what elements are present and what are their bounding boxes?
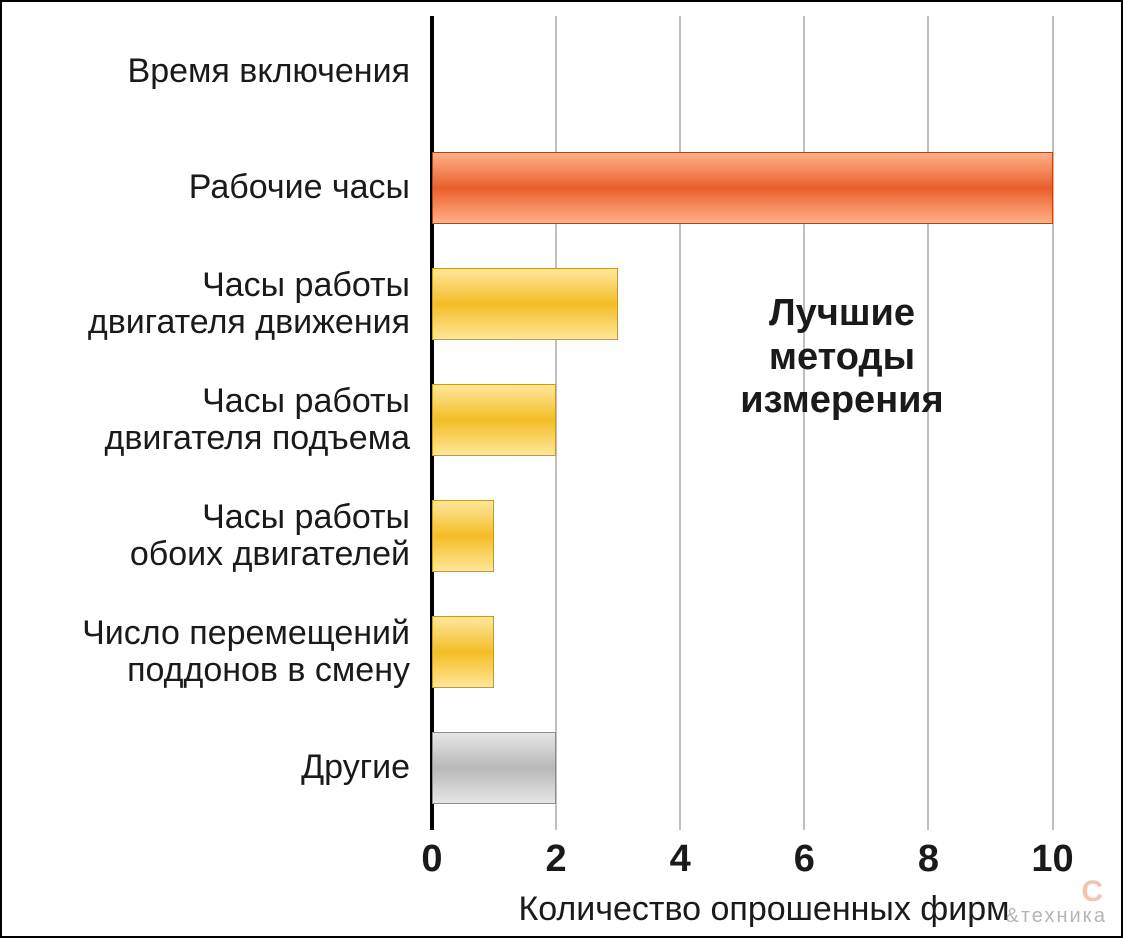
bar-chart: Время включения Рабочие часы Часы работыдв… — [2, 2, 1121, 936]
bar — [432, 616, 494, 688]
bar — [432, 152, 1053, 224]
x-tick-label: 2 — [526, 838, 586, 881]
x-tick-label: 8 — [898, 838, 958, 881]
y-category-label: Другие — [2, 749, 410, 786]
x-axis-title: Количество опрошенных фирм — [432, 890, 1096, 929]
y-category-label: Время включения — [2, 53, 410, 90]
x-tick-label: 4 — [650, 838, 710, 881]
gridline — [679, 16, 681, 830]
x-tick-label: 10 — [1023, 838, 1083, 881]
annotation-best-methods: Лучшиеметодыизмерения — [692, 292, 992, 423]
x-tick-label: 0 — [402, 838, 462, 881]
bar — [432, 500, 494, 572]
bar — [432, 384, 556, 456]
y-category-label: Часы работыобоих двигателей — [2, 499, 410, 574]
bar — [432, 268, 618, 340]
gridline — [1052, 16, 1054, 830]
x-tick-label: 6 — [774, 838, 834, 881]
y-category-label: Число перемещенийподдонов в смену — [2, 615, 410, 690]
chart-frame: Время включения Рабочие часы Часы работыдв… — [0, 0, 1123, 938]
bar — [432, 732, 556, 804]
y-category-label: Часы работыдвигателя подъема — [2, 383, 410, 458]
y-category-label: Часы работыдвигателя движения — [2, 267, 410, 342]
y-category-label: Рабочие часы — [2, 169, 410, 206]
